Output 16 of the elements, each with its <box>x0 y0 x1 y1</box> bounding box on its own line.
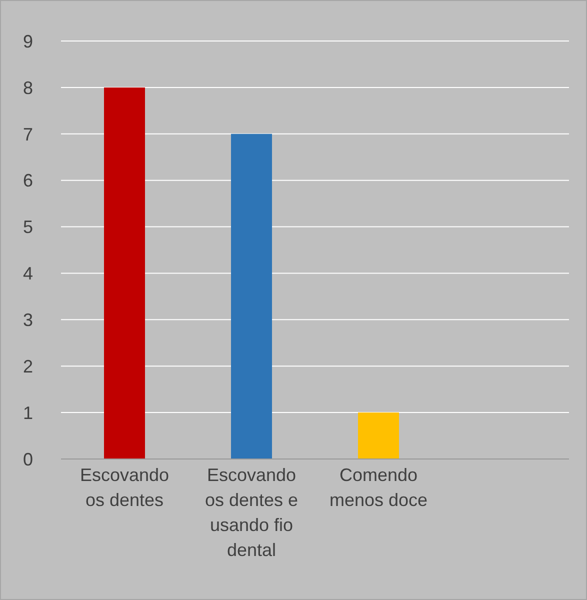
y-tick-label: 6 <box>22 170 33 191</box>
x-tick-label: Escovando os dentes <box>80 465 170 510</box>
bar <box>231 134 272 459</box>
bar <box>358 412 399 459</box>
y-tick-label: 9 <box>22 31 33 52</box>
y-tick-label: 3 <box>22 310 33 330</box>
y-tick-label: 0 <box>22 449 33 470</box>
y-tick-label: 8 <box>22 78 33 98</box>
x-tick-label: Escovando os dentes e usando fio dental <box>204 465 298 560</box>
x-tick-label: Comendo menos doce <box>329 465 428 510</box>
y-tick-label: 2 <box>22 356 33 376</box>
bar <box>104 87 145 459</box>
y-tick-label: 1 <box>22 402 33 423</box>
y-tick-label: 4 <box>22 264 33 284</box>
y-tick-label: 7 <box>22 124 33 144</box>
y-tick-label: 5 <box>22 217 33 238</box>
